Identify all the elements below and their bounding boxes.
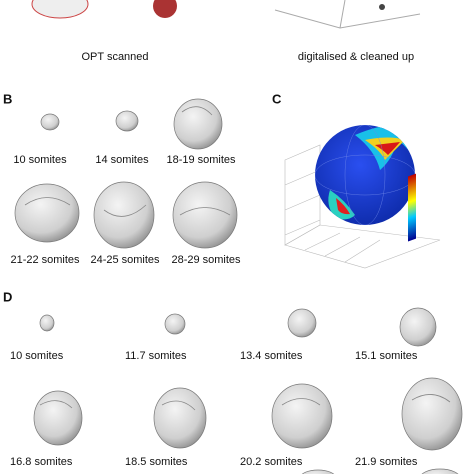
panel-letter: B xyxy=(3,91,12,106)
model-box xyxy=(274,0,421,29)
caption: 18-19 somites xyxy=(166,154,236,166)
fold xyxy=(24,197,71,206)
caption: 10 somites xyxy=(10,350,64,362)
colorbar xyxy=(408,173,416,242)
caption: 15.1 somites xyxy=(355,350,418,362)
embryo xyxy=(287,308,317,338)
panel-d: D 10 somites 11.7 somites 13.4 somites 1… xyxy=(3,289,463,474)
embryo xyxy=(173,98,223,150)
embryo xyxy=(399,307,437,347)
embryo xyxy=(40,113,60,131)
embryo xyxy=(401,377,463,451)
grid-planes xyxy=(284,144,441,269)
caption: 21.9 somites xyxy=(355,456,418,468)
fold xyxy=(103,204,147,217)
panel-a: OPT scanned digitalised & cleaned up xyxy=(31,0,421,63)
panel-letter: D xyxy=(3,289,12,304)
embryo xyxy=(33,390,83,446)
embryo xyxy=(115,110,139,132)
caption: digitalised & cleaned up xyxy=(298,51,414,63)
fold xyxy=(181,106,213,116)
embryo xyxy=(93,181,155,249)
embryo xyxy=(153,387,207,449)
embryo xyxy=(301,469,335,474)
embryo xyxy=(172,181,238,249)
panel-b: B 10 somites 14 somites 18-19 somites 21… xyxy=(3,91,241,265)
embryo xyxy=(14,183,80,243)
embryo xyxy=(271,383,333,449)
model-image xyxy=(379,4,385,10)
caption: 24-25 somites xyxy=(90,254,160,266)
caption: 11.7 somites xyxy=(125,350,187,362)
caption: 21-22 somites xyxy=(10,254,80,266)
fold xyxy=(179,207,231,216)
caption: 20.2 somites xyxy=(240,456,303,468)
embryo xyxy=(39,314,55,332)
panel-c: C xyxy=(272,91,441,269)
caption: 16.8 somites xyxy=(10,456,73,468)
embryo xyxy=(164,313,186,335)
panel-letter: C xyxy=(272,91,282,106)
fold xyxy=(39,394,451,411)
caption: OPT scanned xyxy=(81,51,148,63)
caption: 10 somites xyxy=(13,154,67,166)
scan-image xyxy=(153,0,177,18)
caption: 13.4 somites xyxy=(240,350,303,362)
scan-image xyxy=(31,0,89,19)
caption: 18.5 somites xyxy=(125,456,188,468)
embryo xyxy=(421,468,459,474)
caption: 14 somites xyxy=(95,154,149,166)
caption: 28-29 somites xyxy=(171,254,241,266)
